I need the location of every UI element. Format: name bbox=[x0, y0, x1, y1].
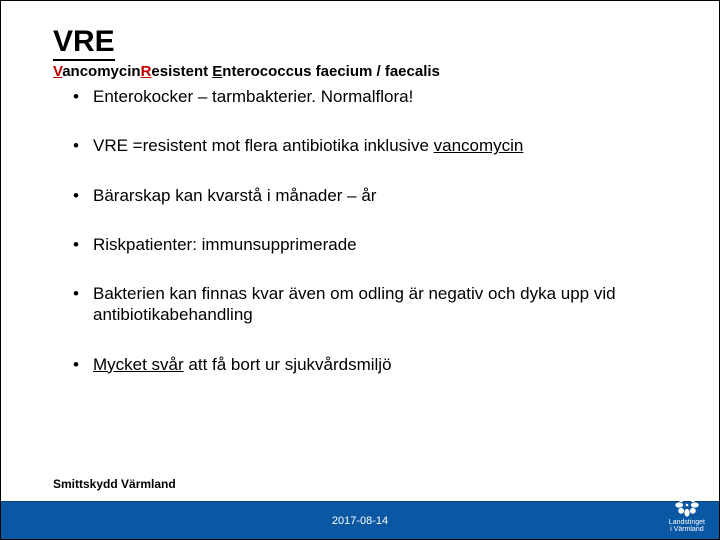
bullet-text: Bärarskap kan kvarstå i månader – år bbox=[93, 186, 376, 205]
list-item: Bärarskap kan kvarstå i månader – år bbox=[73, 185, 667, 206]
flower-icon bbox=[674, 492, 700, 518]
footer-logo: Landstinget i Värmland bbox=[669, 492, 705, 533]
list-item: VRE =resistent mot flera antibiotika ink… bbox=[73, 135, 667, 156]
slide-title: VRE bbox=[53, 25, 115, 61]
slide-subtitle: VancomycinResistent Enterococcus faecium… bbox=[53, 63, 667, 80]
list-item: Mycket svår att få bort ur sjukvårdsmilj… bbox=[73, 354, 667, 375]
bullet-text: Bakterien kan finnas kvar även om odling… bbox=[93, 284, 616, 324]
bullet-list: Enterokocker – tarmbakterier. Normalflor… bbox=[53, 86, 667, 375]
footer-org-label: Smittskydd Värmland bbox=[53, 477, 176, 491]
subtitle-rest: nterococcus faecium / faecalis bbox=[222, 63, 440, 80]
bullet-text-post: att få bort ur sjukvårdsmiljö bbox=[184, 355, 392, 374]
content-area: VRE VancomycinResistent Enterococcus fae… bbox=[1, 1, 719, 375]
list-item: Bakterien kan finnas kvar även om odling… bbox=[73, 283, 667, 326]
subtitle-esistent: esistent bbox=[151, 63, 212, 80]
logo-label-top: Landstinget bbox=[669, 519, 705, 526]
subtitle-ancomycin: ancomycin bbox=[62, 63, 140, 80]
subtitle-e: E bbox=[212, 63, 222, 80]
footer-date: 2017-08-14 bbox=[332, 515, 388, 527]
logo-label-bottom: i Värmland bbox=[669, 526, 705, 533]
bullet-text: Enterokocker – tarmbakterier. Normalflor… bbox=[93, 87, 413, 106]
list-item: Enterokocker – tarmbakterier. Normalflor… bbox=[73, 86, 667, 107]
footer-bar: 2017-08-14 Landstinget i Värmland bbox=[1, 501, 719, 539]
list-item: Riskpatienter: immunsupprimerade bbox=[73, 234, 667, 255]
bullet-text-underline: vancomycin bbox=[434, 136, 524, 155]
bullet-text: Riskpatienter: immunsupprimerade bbox=[93, 235, 357, 254]
bullet-text-pre: VRE =resistent mot flera antibiotika ink… bbox=[93, 136, 434, 155]
slide: VRE VancomycinResistent Enterococcus fae… bbox=[0, 0, 720, 540]
bullet-text-underline: Mycket svår bbox=[93, 355, 184, 374]
subtitle-v: V bbox=[53, 63, 62, 80]
subtitle-r: R bbox=[141, 63, 152, 80]
